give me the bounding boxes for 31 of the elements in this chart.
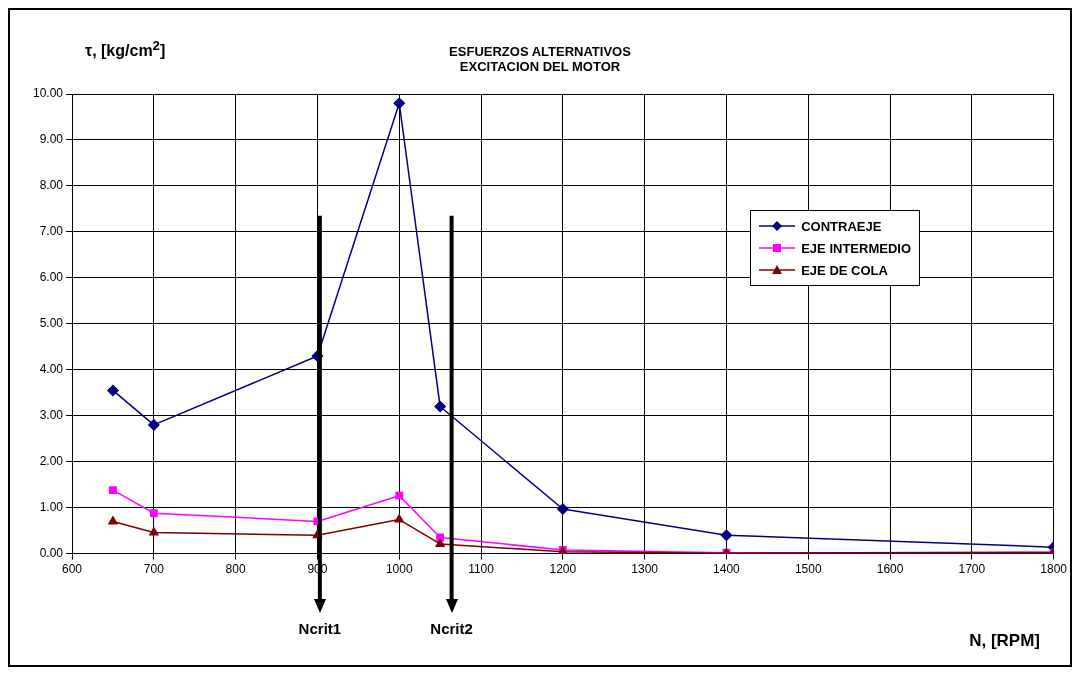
x-tick-label: 1600 — [876, 562, 904, 577]
x-axis-title: N, [RPM] — [969, 631, 1040, 651]
x-tick-label: 1000 — [385, 562, 413, 577]
x-tick-label: 1300 — [631, 562, 659, 577]
x-tick-label: 600 — [62, 562, 83, 577]
y-tick-label: 3.00 — [39, 408, 64, 423]
x-tick-label: 1200 — [549, 562, 577, 577]
x-tick-label: 800 — [225, 562, 246, 577]
x-tick-label: 1500 — [794, 562, 822, 577]
y-tick-label: 0.00 — [39, 545, 64, 560]
chart-title: ESFUERZOS ALTERNATIVOS EXCITACION DEL MOTOR — [449, 44, 631, 74]
y-tick-label: 8.00 — [39, 178, 64, 193]
y-tick-label: 9.00 — [39, 132, 64, 147]
legend-label: CONTRAEJE — [801, 218, 882, 234]
ref-line-label: Ncrit1 — [298, 620, 342, 638]
y-tick-label: 1.00 — [39, 499, 64, 514]
y-tick-label: 5.00 — [39, 316, 64, 331]
legend-label: EJE DE COLA — [801, 262, 888, 278]
y-tick-label: 4.00 — [39, 362, 64, 377]
x-tick-label: 1400 — [713, 562, 741, 577]
x-tick-label: 1700 — [958, 562, 986, 577]
y-tick-label: 7.00 — [39, 224, 64, 239]
x-tick-label: 1800 — [1040, 562, 1068, 577]
x-tick-label: 700 — [143, 562, 165, 577]
legend-label: EJE INTERMEDIO — [801, 240, 911, 256]
ref-line-label: Ncrit2 — [430, 620, 473, 638]
y-tick-label: 6.00 — [39, 270, 64, 285]
x-tick-label: 1100 — [468, 562, 495, 577]
y-tick-label: 10.00 — [33, 86, 64, 101]
y-axis-title: τ, [kg/cm$^{2}$] — [85, 38, 166, 61]
y-tick-label: 2.00 — [39, 453, 64, 468]
